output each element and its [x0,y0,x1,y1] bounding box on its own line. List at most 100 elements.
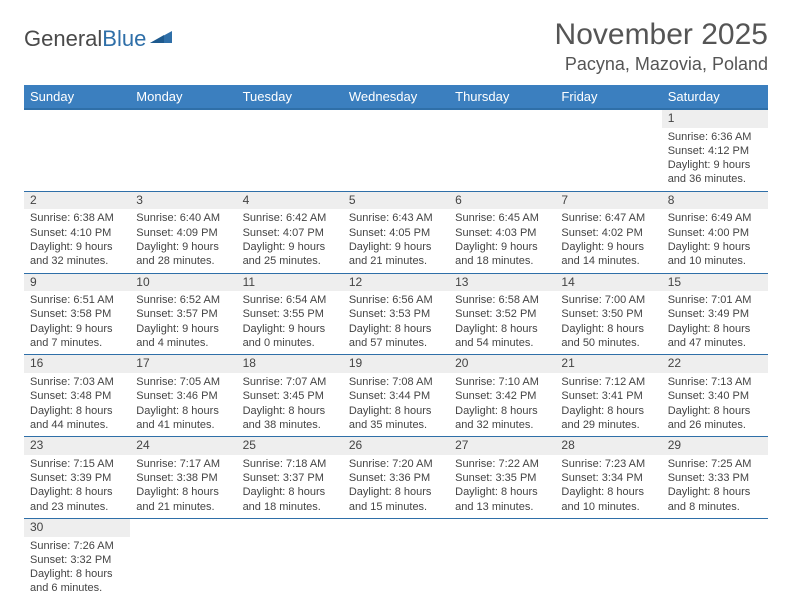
header: GeneralBlue November 2025 Pacyna, Mazovi… [24,18,768,75]
sunrise-text: Sunrise: 7:01 AM [668,293,762,307]
day-number: 16 [24,355,130,373]
calendar-empty-cell [237,518,343,599]
month-title: November 2025 [555,18,768,52]
daylight-text-2: and 0 minutes. [243,336,337,350]
calendar-day-cell: 22Sunrise: 7:13 AMSunset: 3:40 PMDayligh… [662,355,768,437]
sunset-text: Sunset: 3:42 PM [455,389,549,403]
sunset-text: Sunset: 3:38 PM [136,471,230,485]
daylight-text-2: and 18 minutes. [455,254,549,268]
day-number: 11 [237,274,343,292]
calendar-day-cell: 13Sunrise: 6:58 AMSunset: 3:52 PMDayligh… [449,273,555,355]
calendar-day-cell: 26Sunrise: 7:20 AMSunset: 3:36 PMDayligh… [343,437,449,519]
sunset-text: Sunset: 3:52 PM [455,307,549,321]
day-number: 28 [555,437,661,455]
day-details: Sunrise: 7:08 AMSunset: 3:44 PMDaylight:… [343,373,449,436]
daylight-text-2: and 35 minutes. [349,418,443,432]
sunrise-text: Sunrise: 6:42 AM [243,211,337,225]
daylight-text: Daylight: 8 hours [30,404,124,418]
calendar-empty-cell [343,518,449,599]
calendar-day-cell: 30Sunrise: 7:26 AMSunset: 3:32 PMDayligh… [24,518,130,599]
calendar-day-cell: 3Sunrise: 6:40 AMSunset: 4:09 PMDaylight… [130,191,236,273]
daylight-text: Daylight: 8 hours [668,322,762,336]
sunset-text: Sunset: 4:03 PM [455,226,549,240]
day-details: Sunrise: 6:54 AMSunset: 3:55 PMDaylight:… [237,291,343,354]
day-details: Sunrise: 7:25 AMSunset: 3:33 PMDaylight:… [662,455,768,518]
sunrise-text: Sunrise: 6:47 AM [561,211,655,225]
calendar-empty-cell [130,109,236,191]
calendar-day-cell: 8Sunrise: 6:49 AMSunset: 4:00 PMDaylight… [662,191,768,273]
calendar-day-cell: 25Sunrise: 7:18 AMSunset: 3:37 PMDayligh… [237,437,343,519]
day-number: 15 [662,274,768,292]
calendar-week-row: 30Sunrise: 7:26 AMSunset: 3:32 PMDayligh… [24,518,768,599]
daylight-text-2: and 21 minutes. [349,254,443,268]
calendar-day-cell: 27Sunrise: 7:22 AMSunset: 3:35 PMDayligh… [449,437,555,519]
sunrise-text: Sunrise: 7:07 AM [243,375,337,389]
daylight-text-2: and 8 minutes. [668,500,762,514]
calendar-week-row: 2Sunrise: 6:38 AMSunset: 4:10 PMDaylight… [24,191,768,273]
logo-text: GeneralBlue [24,26,146,52]
sunrise-text: Sunrise: 7:22 AM [455,457,549,471]
daylight-text: Daylight: 8 hours [136,485,230,499]
day-details: Sunrise: 7:07 AMSunset: 3:45 PMDaylight:… [237,373,343,436]
sunset-text: Sunset: 4:00 PM [668,226,762,240]
day-details: Sunrise: 7:13 AMSunset: 3:40 PMDaylight:… [662,373,768,436]
day-details: Sunrise: 6:36 AMSunset: 4:12 PMDaylight:… [662,128,768,191]
sunset-text: Sunset: 4:12 PM [668,144,762,158]
daylight-text-2: and 7 minutes. [30,336,124,350]
day-number: 10 [130,274,236,292]
weekday-header: Monday [130,85,236,109]
daylight-text-2: and 38 minutes. [243,418,337,432]
sunrise-text: Sunrise: 7:13 AM [668,375,762,389]
sunset-text: Sunset: 3:35 PM [455,471,549,485]
sunrise-text: Sunrise: 6:51 AM [30,293,124,307]
daylight-text: Daylight: 9 hours [668,240,762,254]
sunrise-text: Sunrise: 6:56 AM [349,293,443,307]
daylight-text-2: and 41 minutes. [136,418,230,432]
daylight-text: Daylight: 8 hours [561,404,655,418]
logo: GeneralBlue [24,26,176,52]
day-number: 18 [237,355,343,373]
daylight-text: Daylight: 8 hours [561,485,655,499]
calendar-day-cell: 18Sunrise: 7:07 AMSunset: 3:45 PMDayligh… [237,355,343,437]
day-number: 4 [237,192,343,210]
daylight-text: Daylight: 8 hours [349,404,443,418]
calendar-day-cell: 7Sunrise: 6:47 AMSunset: 4:02 PMDaylight… [555,191,661,273]
day-number: 17 [130,355,236,373]
title-block: November 2025 Pacyna, Mazovia, Poland [555,18,768,75]
logo-part1: General [24,26,102,51]
daylight-text-2: and 32 minutes. [455,418,549,432]
calendar-week-row: 9Sunrise: 6:51 AMSunset: 3:58 PMDaylight… [24,273,768,355]
day-details: Sunrise: 6:45 AMSunset: 4:03 PMDaylight:… [449,209,555,272]
day-details: Sunrise: 6:47 AMSunset: 4:02 PMDaylight:… [555,209,661,272]
sunset-text: Sunset: 3:45 PM [243,389,337,403]
day-number: 8 [662,192,768,210]
calendar-day-cell: 23Sunrise: 7:15 AMSunset: 3:39 PMDayligh… [24,437,130,519]
sunset-text: Sunset: 3:40 PM [668,389,762,403]
sunset-text: Sunset: 3:48 PM [30,389,124,403]
day-details: Sunrise: 7:26 AMSunset: 3:32 PMDaylight:… [24,537,130,600]
day-number: 1 [662,110,768,128]
weekday-header: Wednesday [343,85,449,109]
sunset-text: Sunset: 3:50 PM [561,307,655,321]
sunset-text: Sunset: 3:55 PM [243,307,337,321]
calendar-empty-cell [237,109,343,191]
daylight-text-2: and 10 minutes. [668,254,762,268]
sunrise-text: Sunrise: 6:38 AM [30,211,124,225]
calendar-day-cell: 9Sunrise: 6:51 AMSunset: 3:58 PMDaylight… [24,273,130,355]
weekday-header: Thursday [449,85,555,109]
daylight-text: Daylight: 8 hours [455,485,549,499]
sunset-text: Sunset: 3:37 PM [243,471,337,485]
daylight-text-2: and 26 minutes. [668,418,762,432]
day-number: 2 [24,192,130,210]
sunrise-text: Sunrise: 7:20 AM [349,457,443,471]
day-number: 29 [662,437,768,455]
sunset-text: Sunset: 3:49 PM [668,307,762,321]
daylight-text: Daylight: 8 hours [136,404,230,418]
day-number: 25 [237,437,343,455]
day-details: Sunrise: 6:42 AMSunset: 4:07 PMDaylight:… [237,209,343,272]
sunset-text: Sunset: 3:33 PM [668,471,762,485]
day-details: Sunrise: 7:22 AMSunset: 3:35 PMDaylight:… [449,455,555,518]
calendar-empty-cell [449,109,555,191]
daylight-text: Daylight: 9 hours [243,322,337,336]
day-details: Sunrise: 6:51 AMSunset: 3:58 PMDaylight:… [24,291,130,354]
